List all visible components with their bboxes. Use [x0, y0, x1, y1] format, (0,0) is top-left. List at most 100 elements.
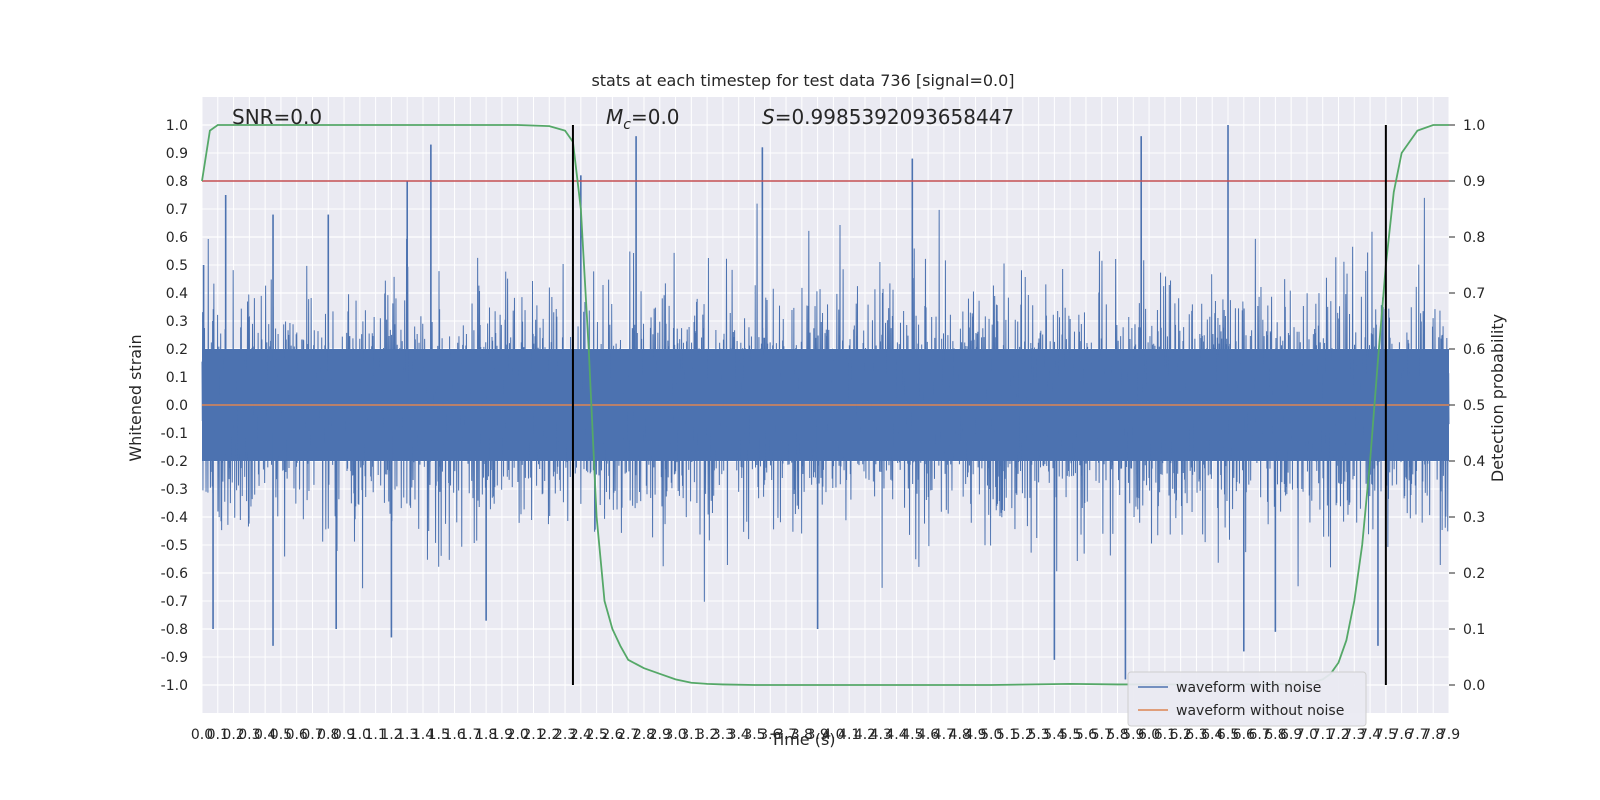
- x-tick-label: 5.7: [1091, 727, 1113, 743]
- x-tick-label: 6.2: [1170, 727, 1192, 743]
- x-tick-label: 0.4: [254, 727, 276, 743]
- x-tick-label: 3.8: [791, 727, 813, 743]
- x-tick-label: 5.4: [1043, 727, 1065, 743]
- x-tick-label: 4.5: [901, 727, 923, 743]
- x-tick-label: 1.3: [396, 727, 418, 743]
- x-tick-label: 5.3: [1027, 727, 1049, 743]
- x-tick-label: 1.7: [459, 727, 481, 743]
- line-series-layer: [201, 124, 1449, 686]
- x-tick-label: 3.1: [680, 727, 702, 743]
- x-tick-label: 5.1: [996, 727, 1018, 743]
- mc-annotation: Mc=0.0: [606, 105, 680, 133]
- x-tick-label: 7.4: [1359, 727, 1381, 743]
- y-tick-label: -0.1: [161, 426, 188, 442]
- x-tick-label: 1.5: [428, 727, 450, 743]
- y-tick-label: 0.2: [166, 342, 188, 358]
- x-tick-label: 3.5: [743, 727, 765, 743]
- y-tick-label: -0.2: [161, 454, 188, 470]
- x-tick-label: 5.2: [1012, 727, 1034, 743]
- legend-entry-clean: waveform without noise: [1176, 703, 1344, 719]
- x-tick-label: 3.4: [728, 727, 750, 743]
- x-tick-label: 3.7: [775, 727, 797, 743]
- x-tick-label: 3.3: [712, 727, 734, 743]
- x-tick-label: 4.7: [933, 727, 955, 743]
- x-tick-label: 1.6: [443, 727, 465, 743]
- mc-value: =0.0: [631, 105, 680, 129]
- x-tick-label: 0.8: [317, 727, 339, 743]
- x-tick-label: 7.1: [1312, 727, 1334, 743]
- y2-tick-label: 0.9: [1463, 174, 1485, 190]
- y-axis-label: Whitened strain: [126, 334, 145, 461]
- x-tick-label: 6.0: [1138, 727, 1160, 743]
- x-tick-label: 7.5: [1375, 727, 1397, 743]
- y-tick-label: -0.3: [161, 482, 188, 498]
- y-tick-label: 0.3: [166, 314, 188, 330]
- y-tick-label: -0.9: [161, 650, 188, 666]
- x-tick-label: 4.2: [854, 727, 876, 743]
- detection-probability-line: [201, 124, 1449, 686]
- x-tick-label: 5.9: [1122, 727, 1144, 743]
- x-tick-label: 6.8: [1264, 727, 1286, 743]
- y-tick-label: 1.0: [166, 118, 188, 134]
- s-symbol: S: [762, 105, 775, 129]
- x-tick-label: 7.9: [1438, 727, 1460, 743]
- y-tick-label: 0.8: [166, 174, 188, 190]
- x-tick-label: 2.1: [522, 727, 544, 743]
- x-tick-label: 6.5: [1217, 727, 1239, 743]
- x-tick-label: 5.0: [980, 727, 1002, 743]
- x-tick-label: 5.8: [1106, 727, 1128, 743]
- x-tick-label: 1.4: [412, 727, 434, 743]
- snr-annotation: SNR=0.0: [232, 105, 322, 129]
- x-tick-label: 0.3: [238, 727, 260, 743]
- x-tick-label: 7.0: [1296, 727, 1318, 743]
- x-tick-label: 7.6: [1391, 727, 1413, 743]
- y-tick-label: -0.5: [161, 538, 188, 554]
- x-tick-label: 3.6: [759, 727, 781, 743]
- x-tick-label: 3.9: [806, 727, 828, 743]
- x-tick-label: 1.2: [380, 727, 402, 743]
- x-tick-label: 4.9: [964, 727, 986, 743]
- x-tick-label: 2.0: [507, 727, 529, 743]
- legend-entry-noise: waveform with noise: [1176, 680, 1321, 696]
- vertical-markers: [571, 125, 1387, 685]
- x-tick-label: 3.0: [664, 727, 686, 743]
- x-tick-label: 1.8: [475, 727, 497, 743]
- y2-tick-label: 0.2: [1463, 566, 1485, 582]
- x-tick-label: 4.1: [838, 727, 860, 743]
- x-tick-labels: 0.00.10.20.30.40.50.60.70.80.91.01.11.21…: [191, 727, 1460, 743]
- y2-tick-label: 0.6: [1463, 342, 1485, 358]
- y-tick-label: -1.0: [161, 678, 188, 694]
- x-tick-label: 7.2: [1327, 727, 1349, 743]
- x-tick-label: 0.5: [270, 727, 292, 743]
- x-tick-label: 4.6: [917, 727, 939, 743]
- y2-tick-label: 0.1: [1463, 622, 1485, 638]
- x-tick-label: 5.5: [1059, 727, 1081, 743]
- x-tick-label: 2.6: [601, 727, 623, 743]
- x-tick-label: 6.4: [1201, 727, 1223, 743]
- x-tick-label: 2.3: [554, 727, 576, 743]
- y-tick-label: -0.8: [161, 622, 188, 638]
- x-tick-label: 4.4: [885, 727, 907, 743]
- x-tick-label: 2.7: [617, 727, 639, 743]
- x-tick-label: 6.3: [1185, 727, 1207, 743]
- x-tick-label: 0.9: [333, 727, 355, 743]
- x-tick-label: 1.0: [349, 727, 371, 743]
- y2-tick-label: 0.7: [1463, 286, 1485, 302]
- x-tick-label: 2.8: [633, 727, 655, 743]
- y-tick-label: 0.5: [166, 258, 188, 274]
- chart-title: stats at each timestep for test data 736…: [591, 71, 1014, 90]
- y2-axis-label: Detection probability: [1488, 314, 1507, 482]
- y2-tick-label: 0.8: [1463, 230, 1485, 246]
- x-tick-label: 1.1: [365, 727, 387, 743]
- y-tick-label: 0.0: [166, 398, 188, 414]
- x-tick-label: 0.1: [207, 727, 229, 743]
- s-value: =0.9985392093658447: [775, 105, 1014, 129]
- y2-tick-labels: 1.0 0.9 0.8 0.7 0.6 0.5 0.4 0.3 0.2 0.1 0.0: [1449, 118, 1485, 694]
- x-tick-label: 5.6: [1075, 727, 1097, 743]
- mc-subscript: c: [623, 117, 631, 133]
- x-tick-label: 0.6: [286, 727, 308, 743]
- y2-tick-label: 0.3: [1463, 510, 1485, 526]
- x-tick-label: 0.0: [191, 727, 213, 743]
- x-tick-label: 7.7: [1406, 727, 1428, 743]
